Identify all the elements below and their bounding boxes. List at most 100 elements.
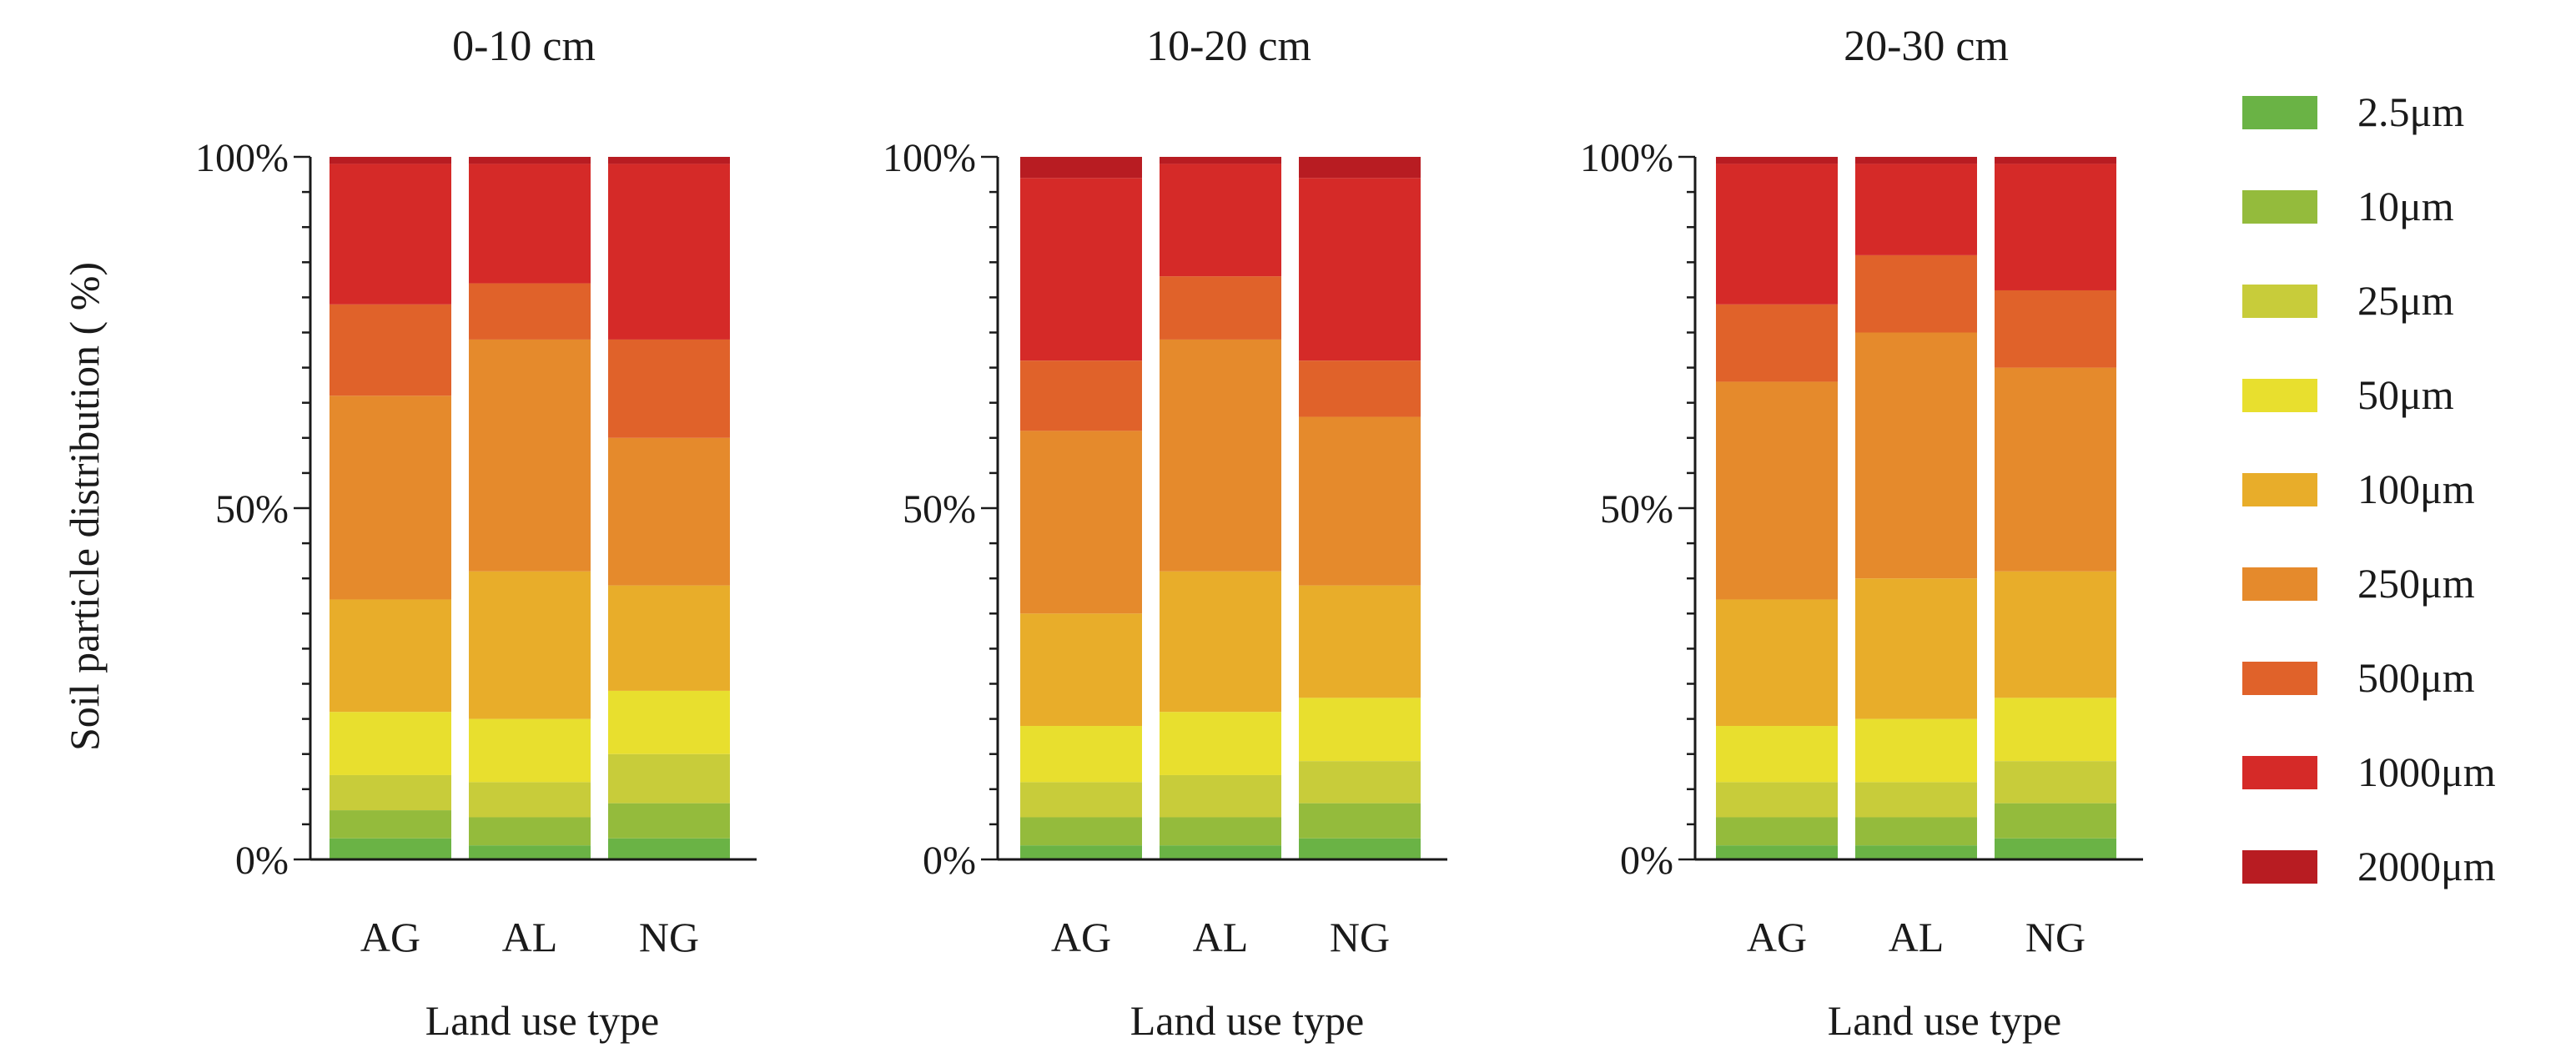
legend-label: 10μm [2357,183,2454,229]
bar-segment-ag-50μm [1716,726,1838,783]
bar-segment-ag-500μm [1716,304,1838,382]
bar-segment-al-10μm [469,817,591,846]
bar-segment-ng-50μm [608,690,730,754]
legend-item-25μm: 25μm [2242,277,2454,324]
legend-label: 50μm [2357,371,2454,418]
legend-item-2.5μm: 2.5μm [2242,88,2464,135]
legend-label: 1000μm [2357,748,2496,795]
legend-item-100μm: 100μm [2242,466,2475,512]
legend-swatch [2242,379,2317,412]
legend-label: 25μm [2357,277,2454,324]
bar-segment-ag-50μm [330,712,451,775]
legend-label: 500μm [2357,654,2475,701]
bar-segment-ng-25μm [1995,761,2116,804]
bar-segment-ag-1000μm [1716,164,1838,305]
y-tick-label: 0% [1620,839,1673,883]
bar-segment-ng-2.5μm [608,838,730,859]
bar-segment-ng-2000μm [1299,157,1421,179]
bar-segment-ng-50μm [1995,698,2116,762]
legend-swatch [2242,190,2317,224]
legend-swatch [2242,662,2317,695]
bar-segment-ag-2.5μm [1716,845,1838,859]
x-axis-label: Land use type [1130,997,1364,1044]
bar-segment-al-2.5μm [469,845,591,859]
bar-segment-ng-25μm [608,753,730,804]
bar-segment-ng-100μm [1299,585,1421,698]
x-tick-label: NG [2025,914,2085,960]
bar-segment-ag-2000μm [330,157,451,164]
bar-segment-ag-1000μm [330,164,451,305]
y-axis-label: Soil particle distribution ( %) [61,262,108,751]
bar-segment-ng-500μm [1995,290,2116,368]
bar-segment-al-2000μm [469,157,591,164]
panel-title: 10-20 cm [1146,23,1311,70]
y-tick-label: 50% [903,487,976,532]
y-tick-label: 50% [1600,487,1673,532]
bar-segment-al-500μm [1160,276,1281,340]
bar-segment-al-50μm [1855,718,1977,783]
bar-segment-ng-250μm [1995,367,2116,572]
chart-panel-2: 10-20 cm AG AL NG 0% 50% 100% Land use type [883,23,1447,1044]
bar-segment-ng-1000μm [1299,178,1421,361]
bar-segment-al-2.5μm [1855,845,1977,859]
bar-segment-ag-2.5μm [1020,845,1142,859]
bar-segment-ag-2.5μm [330,838,451,859]
bar-segment-ag-25μm [1020,782,1142,818]
bar-segment-ag-250μm [330,396,451,600]
bar-segment-ng-100μm [1995,571,2116,698]
bar-segment-al-50μm [469,718,591,783]
x-axis-label: Land use type [425,997,659,1044]
bar-segment-ng-50μm [1299,698,1421,762]
bar-segment-al-500μm [469,283,591,340]
legend-label: 250μm [2357,560,2475,607]
bar-segment-al-10μm [1855,817,1977,846]
x-tick-label: AL [502,914,558,960]
bar-segment-al-250μm [469,339,591,572]
chart-panel-1: 0-10 cm AG AL NG 0% 50% 100% Land use type [195,23,757,1044]
bar-segment-ag-25μm [330,774,451,811]
bar-segment-ng-10μm [1299,803,1421,839]
bar-segment-al-1000μm [1160,164,1281,277]
bar-segment-ng-1000μm [608,164,730,340]
bar-segment-ag-500μm [330,304,451,396]
bar-segment-ag-10μm [1020,817,1142,846]
bar-segment-ng-500μm [608,339,730,438]
legend-swatch [2242,756,2317,789]
x-tick-label: NG [639,914,699,960]
bar-segment-al-2.5μm [1160,845,1281,859]
bar-segment-al-50μm [1160,712,1281,775]
x-tick-label: NG [1330,914,1390,960]
bar-segment-al-10μm [1160,817,1281,846]
legend-label: 100μm [2357,466,2475,512]
x-tick-label: AG [360,914,420,960]
legend-swatch [2242,285,2317,318]
bar-segment-ag-25μm [1716,782,1838,818]
legend-item-50μm: 50μm [2242,371,2454,418]
x-axis-label: Land use type [1828,997,2061,1044]
bar-segment-al-2000μm [1855,157,1977,164]
y-tick-label: 100% [1580,136,1673,180]
bar-segment-al-25μm [1855,782,1977,818]
bar-segment-al-2000μm [1160,157,1281,164]
bar-segment-ng-2000μm [1995,157,2116,164]
bar-segment-al-1000μm [1855,164,1977,255]
legend-swatch [2242,850,2317,884]
bar-segment-al-250μm [1160,339,1281,572]
bar-segment-ag-100μm [1716,599,1838,727]
y-tick-label: 50% [215,487,289,532]
chart-panel-3: 20-30 cm AG AL NG 0% 50% 100% Land use type [1580,23,2143,1044]
bar-segment-ag-10μm [1716,817,1838,846]
bar-segment-ng-100μm [608,585,730,691]
bar-segment-al-1000μm [469,164,591,284]
x-tick-label: AL [1193,914,1249,960]
legend-label: 2000μm [2357,843,2496,889]
bar-segment-ag-2000μm [1716,157,1838,164]
y-tick-label: 100% [883,136,976,180]
legend: 2.5μm 10μm 25μm 50μm 100μm 250μm 500μm 1000μm 20… [2242,88,2496,889]
bar-segment-ag-500μm [1020,360,1142,431]
bar-segment-ng-2.5μm [1299,838,1421,859]
bar-segment-al-100μm [1855,578,1977,719]
bar-segment-al-25μm [1160,774,1281,818]
bar-segment-ng-10μm [1995,803,2116,839]
bar-segment-ng-2000μm [608,157,730,164]
